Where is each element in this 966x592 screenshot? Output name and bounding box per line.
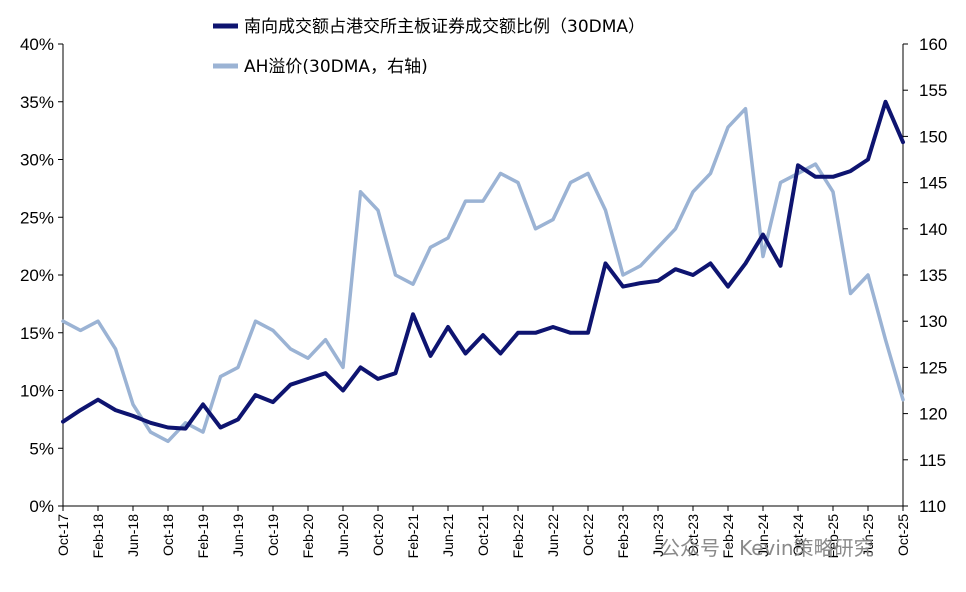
left-tick-label: 35% — [20, 93, 54, 112]
right-tick-label: 140 — [919, 220, 947, 239]
left-y-axis: 0% 5% 10% 15% 20% 25% 30% 35% 40% — [20, 35, 63, 516]
plot-area — [62, 44, 904, 507]
left-tick-label: 25% — [20, 208, 54, 227]
legend: 南向成交额占港交所主板证券成交额比例（30DMA） AH溢价(30DMA，右轴) — [213, 17, 645, 77]
right-tick-label: 110 — [919, 497, 946, 516]
legend-label-ah-premium: AH溢价(30DMA，右轴) — [244, 57, 428, 77]
left-tick-label: 0% — [29, 497, 54, 516]
left-tick-label: 10% — [20, 382, 54, 401]
x-tick-label: Oct-17 — [55, 514, 71, 556]
right-tick-label: 135 — [919, 266, 947, 285]
series-layer — [61, 99, 905, 444]
x-tick-label: Jun-18 — [125, 514, 141, 557]
right-tick-label: 130 — [919, 312, 947, 331]
series-line-southbound-ratio — [61, 99, 905, 431]
left-tick-label: 5% — [29, 439, 54, 458]
x-tick-label: Oct-21 — [475, 514, 491, 556]
watermark-text: 公众号 · Kevin策略研究 — [660, 536, 874, 560]
x-tick-label: Oct-23 — [685, 514, 701, 556]
right-tick-label: 155 — [919, 81, 947, 100]
right-tick-label: 120 — [919, 405, 947, 424]
x-tick-label: Jun-22 — [545, 514, 561, 557]
x-tick-label: Feb-23 — [615, 514, 631, 559]
x-tick-label: Feb-20 — [300, 514, 316, 559]
x-axis: Oct-17 Feb-18 Jun-18 Oct-18 Feb-19 Jun-19 Oct-… — [55, 506, 911, 558]
x-tick-label: Feb-22 — [510, 514, 526, 559]
x-tick-label: Jun-23 — [650, 514, 666, 557]
x-tick-label: Feb-24 — [720, 514, 736, 559]
x-tick-label: Jun-20 — [335, 514, 351, 557]
right-y-axis: 110 115 120 125 130 135 140 145 150 155 160 — [903, 35, 947, 516]
left-tick-label: 30% — [20, 151, 54, 170]
right-tick-label: 150 — [919, 127, 947, 146]
x-tick-label: Jun-21 — [440, 514, 456, 557]
right-tick-label: 115 — [919, 451, 946, 470]
right-tick-label: 145 — [919, 174, 947, 193]
x-tick-label: Oct-22 — [580, 514, 596, 556]
x-tick-label: Feb-25 — [825, 514, 841, 559]
x-tick-label: Feb-18 — [90, 514, 106, 559]
x-tick-label: Jun-25 — [860, 514, 876, 557]
legend-label-southbound: 南向成交额占港交所主板证券成交额比例（30DMA） — [244, 17, 645, 37]
x-tick-label: Feb-21 — [405, 514, 421, 559]
x-tick-label: Jun-19 — [230, 514, 246, 557]
series-line-ah-premium — [61, 106, 905, 444]
x-tick-label: Jun-24 — [755, 514, 771, 557]
x-tick-label: Oct-19 — [265, 514, 281, 556]
left-tick-label: 20% — [20, 266, 54, 285]
left-tick-label: 15% — [20, 324, 54, 343]
x-tick-label: Oct-18 — [160, 514, 176, 556]
right-tick-label: 125 — [919, 358, 947, 377]
left-tick-label: 40% — [20, 35, 54, 54]
x-tick-label: Oct-20 — [370, 514, 386, 556]
x-tick-label: Oct-25 — [895, 514, 911, 556]
x-tick-label: Feb-19 — [195, 514, 211, 559]
x-tick-label: Oct-24 — [790, 514, 806, 556]
right-tick-label: 160 — [919, 35, 947, 54]
